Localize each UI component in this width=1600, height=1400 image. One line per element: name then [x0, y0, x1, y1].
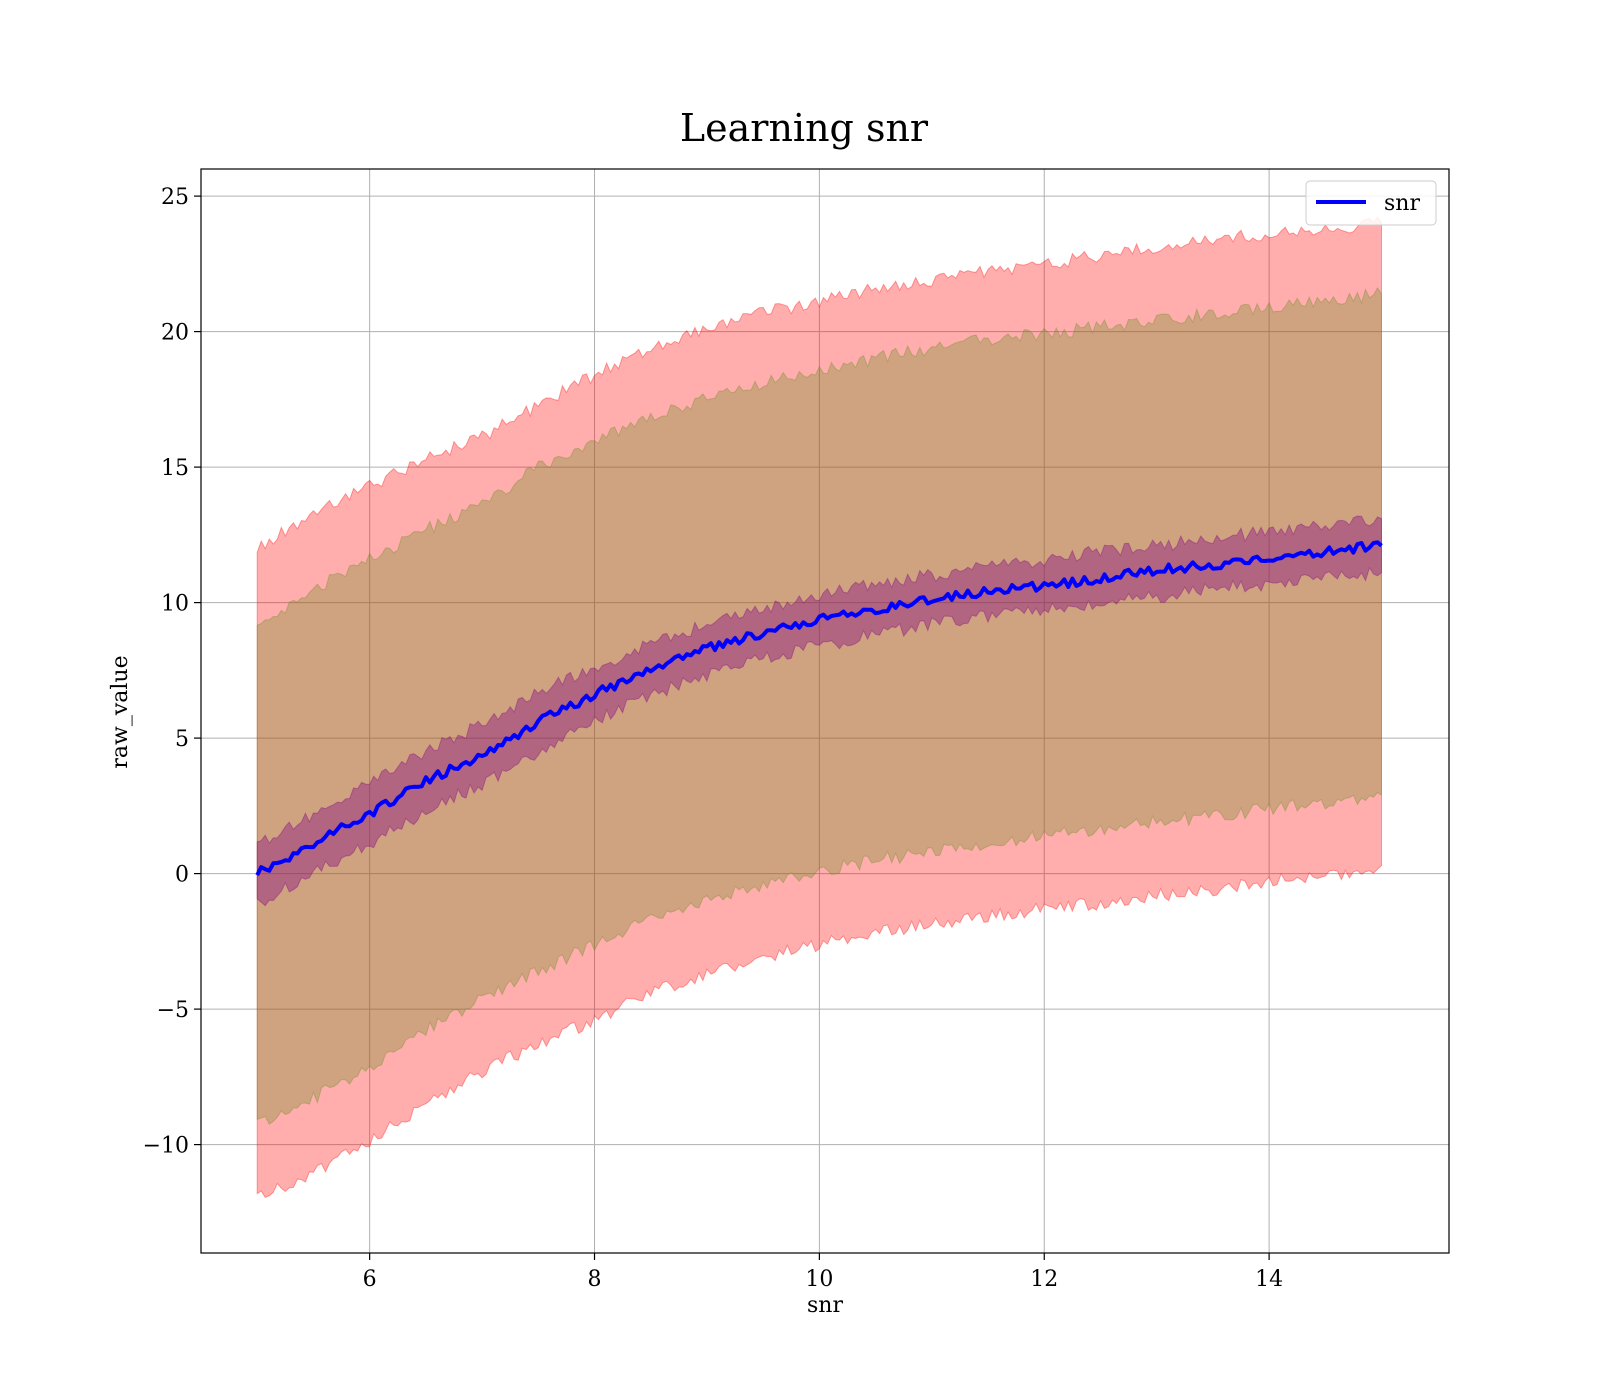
y-tick-label-7: −10	[143, 1134, 189, 1159]
x-tick-label-1: 8	[588, 1267, 602, 1292]
confidence-band-2	[256, 515, 1382, 907]
x-tick-label-3: 12	[1030, 1267, 1058, 1292]
y-tick-label-1: 20	[161, 321, 189, 346]
y-tick-label-3: 10	[161, 592, 189, 617]
axis-ticks: 6 8 10 12 14 25 20 15 10 5 0 −5 −10	[143, 185, 1284, 1292]
confidence-band-0	[256, 216, 1382, 1199]
grid-lines	[201, 169, 1449, 1253]
confidence-band-1	[256, 286, 1382, 1125]
y-tick-label-0: 25	[161, 185, 189, 210]
x-axis-label: snr	[807, 1293, 843, 1318]
x-tick-label-2: 10	[805, 1267, 833, 1292]
y-tick-label-4: 5	[175, 727, 189, 752]
y-tick-label-6: −5	[157, 998, 189, 1023]
y-tick-label-2: 15	[161, 456, 189, 481]
series-lines	[255, 540, 1383, 876]
confidence-bands	[256, 216, 1382, 1199]
chart-title: Learning snr	[680, 106, 929, 150]
y-tick-label-5: 0	[175, 863, 189, 888]
series-line-snr	[255, 540, 1383, 876]
x-tick-label-0: 6	[363, 1267, 377, 1292]
x-tick-label-4: 14	[1255, 1267, 1283, 1292]
y-axis-label: raw_value	[108, 655, 133, 768]
legend-box	[1305, 180, 1437, 226]
legend-label-snr: snr	[1384, 191, 1420, 216]
legend: snr	[1305, 180, 1437, 226]
plot-frame	[200, 168, 1450, 1254]
